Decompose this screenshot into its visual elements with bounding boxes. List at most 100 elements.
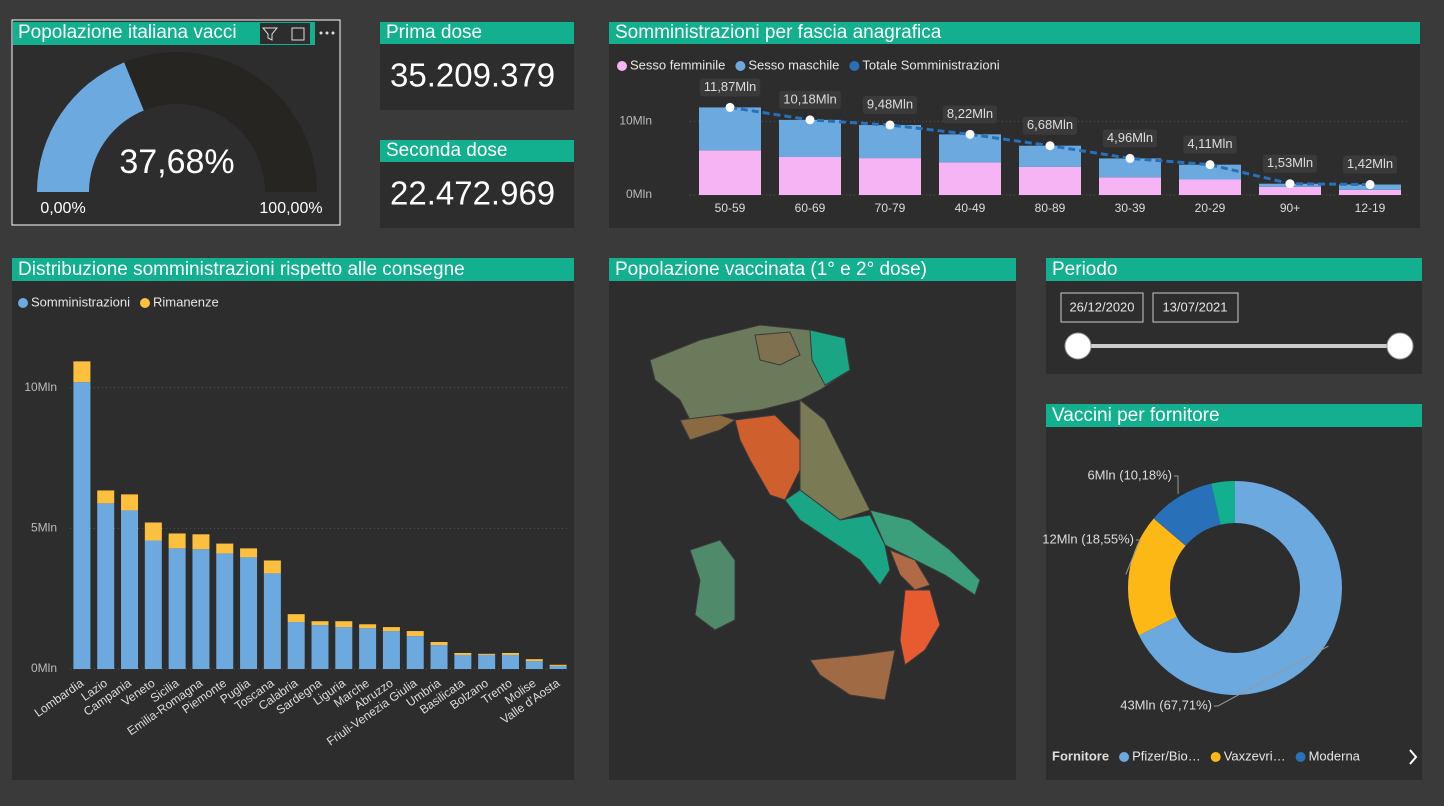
x-tick-label: 12-19 — [1355, 201, 1386, 215]
data-label: 6,68Mln — [1027, 117, 1073, 132]
bar-segment — [699, 107, 761, 151]
bar-segment — [144, 522, 162, 541]
start-date[interactable]: 26/12/2020 — [1069, 299, 1134, 314]
end-date[interactable]: 13/07/2021 — [1162, 299, 1227, 314]
bar-segment — [525, 661, 543, 669]
bar-segment — [168, 548, 186, 669]
slider-handle[interactable] — [1064, 332, 1092, 360]
bar-segment — [525, 659, 543, 662]
data-label-bg — [942, 105, 998, 124]
donut-slice — [1153, 483, 1221, 546]
data-label-bg — [1342, 155, 1398, 174]
chart-title: Somministrazioni per fascia anagrafica — [615, 22, 942, 43]
chart-title: Distribuzione somministrazioni rispetto … — [18, 259, 465, 280]
bar-segment — [430, 642, 448, 646]
data-label-bg — [1022, 116, 1078, 135]
y-tick-label: 10Mln — [619, 113, 652, 127]
data-label-bg — [699, 78, 761, 97]
bar-segment — [144, 540, 162, 669]
data-label: 1,42Mln — [1347, 156, 1393, 171]
map-title: Popolazione vaccinata (1° e 2° dose) — [615, 259, 927, 280]
data-label: 4,96Mln — [1107, 130, 1153, 145]
data-label-bg — [862, 96, 918, 115]
bar-segment — [406, 636, 424, 669]
bar-segment — [501, 652, 519, 655]
donut-slice — [1139, 481, 1342, 695]
bar-segment — [779, 156, 841, 195]
card-title: Seconda dose — [386, 140, 508, 161]
bar-segment — [939, 162, 1001, 195]
total-point — [885, 120, 895, 130]
donut-slice — [1128, 518, 1186, 636]
legend-label: Totale Somministrazioni — [862, 57, 999, 72]
gauge-title: Popolazione italiana vacci — [18, 22, 237, 43]
header-band — [1046, 404, 1422, 427]
bar-segment — [240, 557, 258, 669]
bar-segment — [1179, 179, 1241, 195]
bar-segment — [430, 645, 448, 669]
total-point — [725, 102, 735, 112]
data-label-bg — [779, 90, 841, 109]
bar-segment — [859, 125, 921, 159]
x-tick-label: 40-49 — [955, 201, 986, 215]
bar-segment — [939, 134, 1001, 163]
bar-segment — [168, 533, 186, 549]
bar-segment — [311, 625, 329, 669]
bar-segment — [1099, 158, 1161, 178]
toolbar-icons[interactable] — [261, 27, 335, 41]
map-regions — [649, 324, 981, 701]
bar-segment — [1259, 186, 1321, 195]
data-label-bg — [1102, 129, 1158, 148]
bar-segment — [549, 664, 567, 666]
bar-segment — [406, 631, 424, 637]
legend-next[interactable] — [1409, 749, 1418, 765]
card-value: 35.209.379 — [390, 57, 555, 94]
date-box[interactable] — [1060, 292, 1144, 323]
bar-segment — [478, 654, 496, 669]
bar-segment — [1019, 166, 1081, 195]
bar-segment — [192, 549, 210, 669]
leader-line — [1174, 475, 1179, 494]
bar-segment — [1019, 145, 1081, 167]
bar-segment — [454, 652, 472, 655]
header-band — [1046, 258, 1422, 281]
bar-segment — [216, 543, 234, 554]
legend-marker — [849, 61, 860, 71]
legend-label: Pfizer/Bio… — [1132, 748, 1201, 763]
bar-segment — [359, 624, 377, 629]
header-band — [380, 140, 574, 162]
data-label: 6Mln (10,18%) — [1087, 467, 1172, 482]
bar-segment — [859, 158, 921, 195]
bar-segment — [382, 631, 400, 669]
total-point — [1205, 160, 1215, 170]
date-box[interactable] — [1152, 292, 1239, 323]
bar-segment — [287, 614, 305, 623]
gauge-label: 37,68% — [119, 143, 234, 181]
bar-segment — [287, 622, 305, 669]
bar-segment — [216, 553, 234, 669]
x-tick-label: 30-39 — [1115, 201, 1146, 215]
bar-segment — [779, 119, 841, 157]
y-tick-label: 5Mln — [31, 521, 57, 535]
gauge-tick-label: 0,00% — [40, 200, 85, 217]
data-label: 43Mln (67,71%) — [1120, 697, 1212, 712]
legend-marker — [1119, 752, 1130, 762]
data-label: 10,18Mln — [783, 91, 836, 106]
bar-segment — [1339, 189, 1401, 195]
slider-handle[interactable] — [1386, 332, 1414, 360]
card-value: 22.472.969 — [390, 175, 555, 212]
x-tick-label: 20-29 — [1195, 201, 1226, 215]
bar-segment — [335, 621, 353, 628]
data-label: 8,22Mln — [947, 106, 993, 121]
legend-label: Vaxzevri… — [1224, 748, 1286, 763]
legend-label: Sesso maschile — [748, 57, 839, 72]
total-point — [805, 115, 815, 125]
bar-segment — [454, 654, 472, 669]
header-band — [380, 22, 574, 44]
x-tick-label: 70-79 — [875, 201, 906, 215]
bar-segment — [263, 560, 281, 574]
bar-segment — [382, 627, 400, 632]
total-point — [1045, 141, 1055, 151]
